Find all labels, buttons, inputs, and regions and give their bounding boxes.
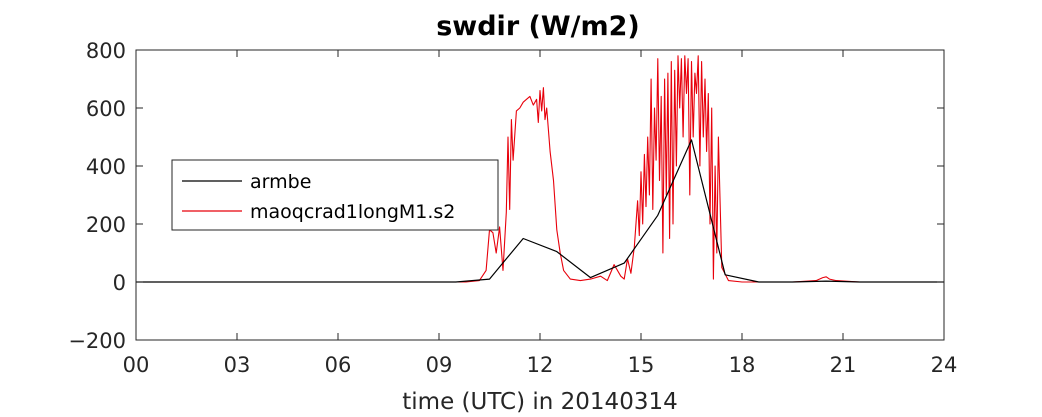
y-tick-label: 600	[86, 97, 126, 121]
y-tick-labels: −200 0 200 400 600 800	[68, 39, 126, 353]
y-tick-label: 400	[86, 155, 126, 179]
x-tick-labels: 00 03 06 09 12 15 18 21 24	[123, 353, 958, 377]
y-tick-label: 0	[113, 271, 126, 295]
x-tick-label: 21	[830, 353, 857, 377]
series-line-armbe	[136, 139, 944, 283]
x-tick-label: 09	[426, 353, 453, 377]
legend-label-maoqcrad1longM1-s2: maoqcrad1longM1.s2	[250, 201, 455, 223]
series-line-maoqcrad1longM1-s2	[136, 55, 944, 283]
chart-title: swdir (W/m2)	[436, 11, 640, 42]
plot-series-group	[136, 55, 944, 283]
x-tick-label: 18	[729, 353, 756, 377]
legend-box	[171, 159, 499, 231]
legend: armbe maoqcrad1longM1.s2	[171, 159, 499, 231]
x-tick-label: 06	[325, 353, 352, 377]
x-tick-label: 24	[931, 353, 958, 377]
legend-label-armbe: armbe	[250, 171, 311, 193]
x-tick-label: 00	[123, 353, 150, 377]
x-tick-label: 15	[628, 353, 655, 377]
x-tick-label: 12	[527, 353, 554, 377]
y-tick-label: 800	[86, 39, 126, 63]
x-axis-label: time (UTC) in 20140314	[402, 389, 677, 415]
axis-ticks	[135, 49, 945, 341]
y-tick-label: −200	[68, 329, 126, 353]
y-tick-label: 200	[86, 213, 126, 237]
x-tick-label: 03	[224, 353, 251, 377]
